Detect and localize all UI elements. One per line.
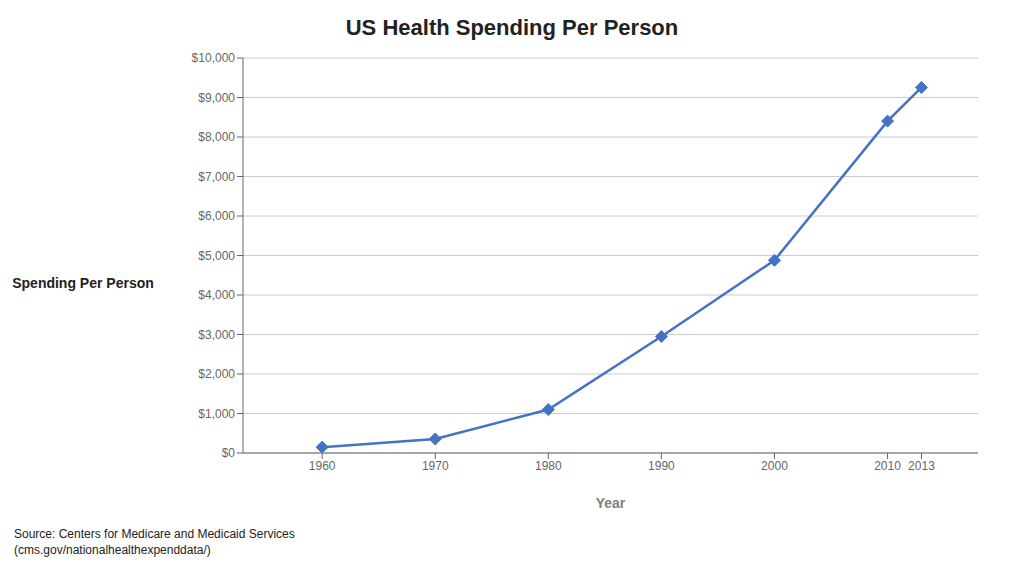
html-text:Spending Per Person: Spending Per Person	[12, 275, 154, 291]
svg-text:$9,000: $9,000	[198, 91, 235, 105]
svg-text:$2,000: $2,000	[198, 367, 235, 381]
svg-text:$0: $0	[222, 446, 236, 460]
html-text:(cms.gov/nationalhealthexpendd: (cms.gov/nationalhealthexpenddata/)	[14, 543, 211, 557]
svg-text:1970: 1970	[422, 459, 449, 473]
svg-text:$8,000: $8,000	[198, 130, 235, 144]
svg-text:$5,000: $5,000	[198, 249, 235, 263]
svg-text:$1,000: $1,000	[198, 407, 235, 421]
svg-text:$6,000: $6,000	[198, 209, 235, 223]
svg-text:2013: 2013	[908, 459, 935, 473]
svg-text:$7,000: $7,000	[198, 170, 235, 184]
svg-text:2010: 2010	[874, 459, 901, 473]
svg-text:2000: 2000	[761, 459, 788, 473]
html-text:Source: Centers for Medicare a: Source: Centers for Medicare and Medicai…	[14, 527, 295, 541]
svg-text:$10,000: $10,000	[192, 51, 236, 65]
svg-text:Year: Year	[596, 495, 626, 511]
svg-text:$4,000: $4,000	[198, 288, 235, 302]
svg-text:1990: 1990	[648, 459, 675, 473]
svg-text:1960: 1960	[309, 459, 336, 473]
svg-text:$3,000: $3,000	[198, 328, 235, 342]
html-text:US Health Spending Per Person: US Health Spending Per Person	[345, 15, 679, 40]
svg-text:1980: 1980	[535, 459, 562, 473]
